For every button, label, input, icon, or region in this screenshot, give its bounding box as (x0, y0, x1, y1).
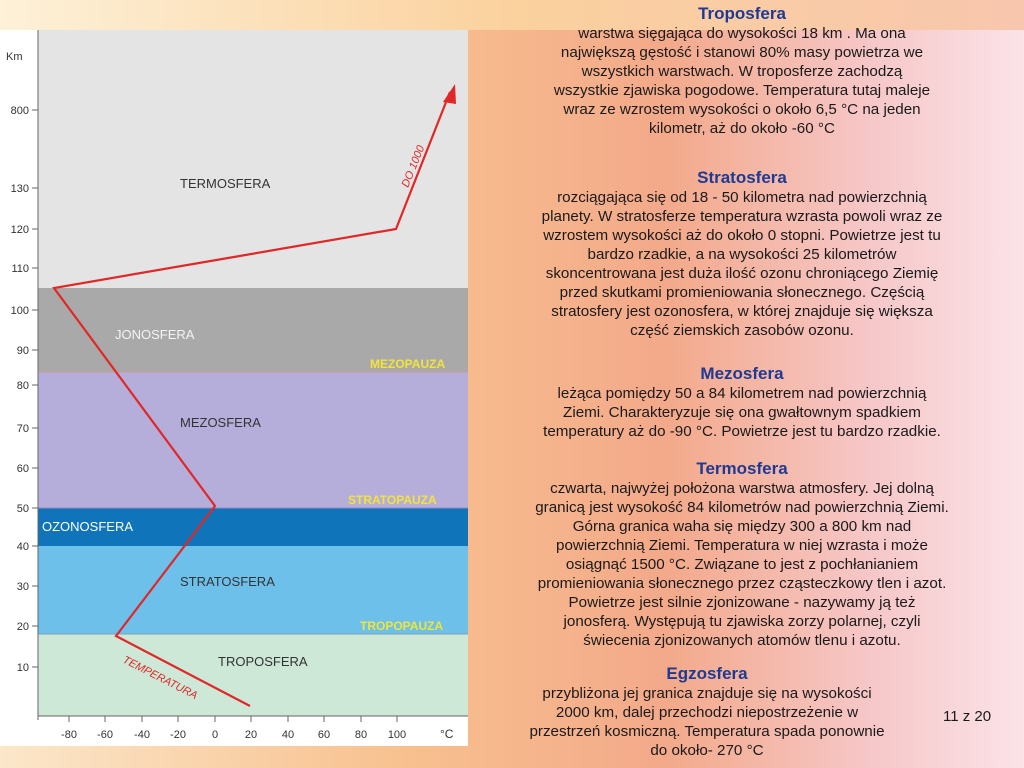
y-tick-label: 90 (17, 345, 29, 357)
section-line: kilometr, aż do około -60 °C (649, 120, 835, 137)
section-line: stratosfery jest ozonosfera, w której zn… (551, 303, 933, 320)
y-axis-unit: Km (6, 51, 23, 63)
boundary-label-stratopauza: STRATOPAUZA (348, 493, 437, 507)
layer-label-troposfera: TROPOSFERA (218, 654, 308, 669)
section-body: leżąca pomiędzy 50 a 84 kilometrem nad p… (470, 384, 1014, 441)
section-title: Egzosfera (666, 664, 748, 683)
section-line: przed skutkami promieniowania słoneczneg… (559, 284, 925, 301)
layer-band-jonosfera (38, 288, 468, 372)
x-tick-label: -60 (97, 729, 113, 741)
section-line: Górna granica waha się między 300 a 800 … (572, 518, 912, 535)
section-mezosfera: Mezosfera leżąca pomiędzy 50 a 84 kilome… (470, 364, 1014, 441)
section-title: Mezosfera (700, 364, 784, 383)
y-tick-label: 20 (17, 621, 29, 633)
x-tick-label: -40 (134, 729, 150, 741)
section-line: największą gęstość i stanowi 80% masy po… (560, 44, 924, 61)
section-line: jonosferą. Występują tu zjawiska zorzy p… (563, 613, 921, 630)
layer-label-mezosfera: MEZOSFERA (180, 415, 261, 430)
section-title: Termosfera (696, 459, 788, 478)
x-axis-unit: °C (440, 727, 454, 741)
y-tick-label: 50 (17, 503, 29, 515)
section-line: część ziemskich zasobów ozonu. (630, 322, 854, 339)
x-tick-label: 40 (282, 729, 294, 741)
atmosphere-diagram: Km °C 10 20 30 40 50 60 70 80 90 100 110 120 130 800 … (0, 30, 468, 746)
layer-band-ozonosfera (38, 508, 468, 546)
section-line: Powietrze jest silnie zjonizowane - nazy… (568, 594, 916, 611)
layer-label-termosfera: TERMOSFERA (180, 176, 271, 191)
section-stratosfera: Stratosfera rozciągająca się od 18 - 50 … (470, 168, 1014, 340)
section-line: osiągnąć 1500 °C. Związane to jest z poc… (565, 556, 919, 573)
section-title: Stratosfera (697, 168, 787, 187)
x-tick-label: -80 (61, 729, 77, 741)
y-tick-label: 10 (17, 662, 29, 674)
section-body: warstwa sięgająca do wysokości 18 km . M… (470, 24, 1014, 138)
section-line: wzrostem wysokości aż do około 0 stopni.… (543, 227, 941, 244)
page-number: 11 z 20 (943, 708, 992, 725)
atmosphere-svg: Km °C 102030405060708090100110120130800 … (6, 30, 468, 741)
x-tick-label: 60 (318, 729, 330, 741)
section-body: przybliżona jej granica znajduje się na … (470, 684, 944, 760)
x-tick-label: 80 (355, 729, 367, 741)
section-line: temperatury aż do -90 °C. Powietrze jest… (543, 423, 941, 440)
y-tick-label: 130 (11, 183, 29, 195)
boundary-label-mezopauza: MEZOPAUZA (370, 357, 445, 371)
x-tick-label: 20 (245, 729, 257, 741)
top-band (0, 0, 1024, 30)
section-line: warstwa sięgająca do wysokości 18 km . M… (578, 25, 906, 42)
section-line: planety. W stratosferze temperatura wzra… (541, 208, 943, 225)
section-line: czwarta, najwyżej położona warstwa atmos… (550, 480, 934, 497)
layer-band-termosfera (38, 30, 468, 288)
section-line: skoncentrowana jest duża ilość ozonu chr… (545, 265, 939, 282)
layer-band-troposfera (38, 634, 468, 716)
layer-band-mezosfera (38, 372, 468, 508)
section-termosfera: Termosfera czwarta, najwyżej położona wa… (470, 459, 1014, 650)
section-line: wszystkich warstwach. W troposferze zach… (581, 63, 903, 80)
section-line: wraz ze wzrostem wysokości o około 6,5 °… (563, 101, 921, 118)
y-tick-label: 40 (17, 541, 29, 553)
y-tick-label: 110 (11, 263, 29, 275)
section-line: rozciągająca się od 18 - 50 kilometra na… (557, 189, 927, 206)
section-line: 2000 km, dalej przechodzi niepostrzeżeni… (555, 704, 859, 721)
y-tick-group: 10 20 30 40 50 60 70 80 90 100 110 120 130 800 (11, 105, 38, 674)
temperature-curve (52, 91, 452, 707)
y-tick-label: 800 (11, 105, 29, 117)
x-tick-label: 100 (388, 729, 406, 741)
section-troposfera: Troposfera warstwa sięgająca do wysokośc… (470, 4, 1014, 138)
section-egzosfera: Egzosfera przybliżona jej granica znajdu… (470, 664, 944, 760)
section-line: promieniowania słonecznego przez cząstec… (537, 575, 947, 592)
y-tick-label: 70 (17, 423, 29, 435)
section-line: granicą jest wysokość 84 kilometrów nad … (535, 499, 949, 516)
section-line: świecenia zjonizowanych atomów tlenu i a… (583, 632, 901, 649)
section-line: wszystkie zjawiska pogodowe. Temperatura… (553, 82, 931, 99)
x-tick-label: -20 (170, 729, 186, 741)
section-line: Ziemi. Charakteryzuje się ona gwałtownym… (563, 404, 921, 421)
section-title: Troposfera (698, 4, 786, 23)
x-tick-label: 0 (212, 729, 218, 741)
layer-label-ozonosfera: OZONOSFERA (42, 519, 133, 534)
y-tick-label: 100 (11, 305, 29, 317)
section-line: przybliżona jej granica znajduje się na … (542, 685, 872, 702)
section-line: bardzo rzadkie, a na wysokości 25 kilome… (587, 246, 897, 263)
y-tick-label: 30 (17, 581, 29, 593)
section-line: przestrzeń kosmiczną. Temperatura spada … (529, 723, 885, 740)
section-line: leżąca pomiędzy 50 a 84 kilometrem nad p… (557, 385, 927, 402)
x-tick-group: -80 -60 -40 -20 0 20 40 60 80 100 (61, 716, 406, 741)
layer-label-jonosfera: JONOSFERA (115, 327, 195, 342)
section-body: rozciągająca się od 18 - 50 kilometra na… (470, 188, 1014, 340)
text-column: Troposfera warstwa sięgająca do wysokośc… (470, 0, 1014, 768)
section-body: czwarta, najwyżej położona warstwa atmos… (470, 479, 1014, 650)
layer-label-stratosfera: STRATOSFERA (180, 574, 275, 589)
y-tick-label: 60 (17, 463, 29, 475)
temperature-arrowhead (443, 84, 456, 104)
y-tick-label: 80 (17, 380, 29, 392)
layer-band-stratosfera (38, 546, 468, 634)
section-line: do około- 270 °C (650, 742, 764, 759)
boundary-label-tropopauza: TROPOPAUZA (360, 619, 443, 633)
y-tick-label: 120 (11, 224, 29, 236)
section-line: powierzchnią Ziemi. Temperatura w niej w… (556, 537, 928, 554)
